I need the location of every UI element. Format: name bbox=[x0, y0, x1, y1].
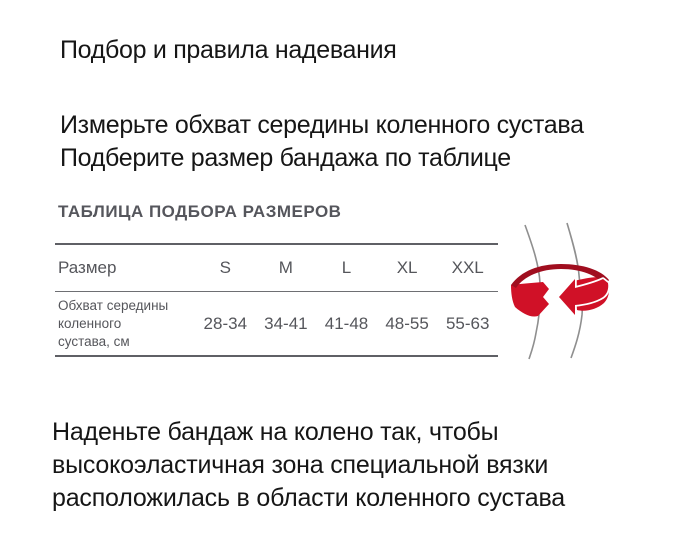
table-row-ranges: Обхват середины коленного сустава, см 28… bbox=[55, 292, 498, 355]
instruction-line-2: высокоэластичная зона специальной вязки bbox=[52, 451, 549, 479]
size-cell-s: S bbox=[219, 258, 231, 277]
intro-line-1: Измерьте обхват середины коленного суста… bbox=[60, 111, 584, 139]
range-cell-l: 41-48 bbox=[324, 313, 369, 333]
intro-line-2: Подберите размер бандажа по таблице bbox=[60, 144, 511, 172]
page-title: Подбор и правила надевания bbox=[60, 36, 397, 64]
range-cell-s: 28-34 bbox=[203, 313, 248, 333]
instruction-line-3: расположилась в области коленного сустав… bbox=[52, 484, 566, 512]
size-table: Размер S M L XL XXL Обхват середины коле… bbox=[55, 243, 498, 357]
size-cell-xxl: XXL bbox=[451, 258, 484, 277]
size-cell-m: M bbox=[278, 258, 293, 277]
size-cell-l: L bbox=[341, 258, 352, 277]
measure-label-line-1: Обхват середины bbox=[58, 297, 169, 313]
knee-measure-illustration bbox=[511, 222, 610, 360]
instruction-text: Наденьте бандаж на колено так, чтобы выс… bbox=[52, 416, 565, 515]
range-cell-m: 34-41 bbox=[264, 313, 308, 333]
measuring-band-top bbox=[511, 264, 609, 288]
measure-label-line-3: сустава, см bbox=[58, 333, 130, 349]
range-cell-xxl: 55-63 bbox=[445, 313, 490, 333]
size-row-label: Размер bbox=[58, 258, 117, 277]
size-table-title: ТАБЛИЦА ПОДБОРА РАЗМЕРОВ bbox=[58, 202, 342, 221]
size-cell-xl: XL bbox=[396, 258, 418, 277]
instruction-line-1: Наденьте бандаж на колено так, чтобы bbox=[52, 418, 499, 446]
wrap-direction-arrow-icon bbox=[557, 277, 610, 317]
measure-row-label: Обхват середины коленного сустава, см bbox=[55, 297, 195, 351]
range-cell-xl: 48-55 bbox=[385, 313, 429, 333]
size-table-section: ТАБЛИЦА ПОДБОРА РАЗМЕРОВ Размер S M L XL… bbox=[55, 202, 498, 357]
measuring-band-front-left bbox=[511, 282, 549, 317]
table-row-sizes: Размер S M L XL XXL bbox=[55, 245, 498, 292]
measure-label-line-2: коленного bbox=[58, 315, 122, 331]
intro-text: Измерьте обхват середины коленного суста… bbox=[60, 109, 584, 175]
